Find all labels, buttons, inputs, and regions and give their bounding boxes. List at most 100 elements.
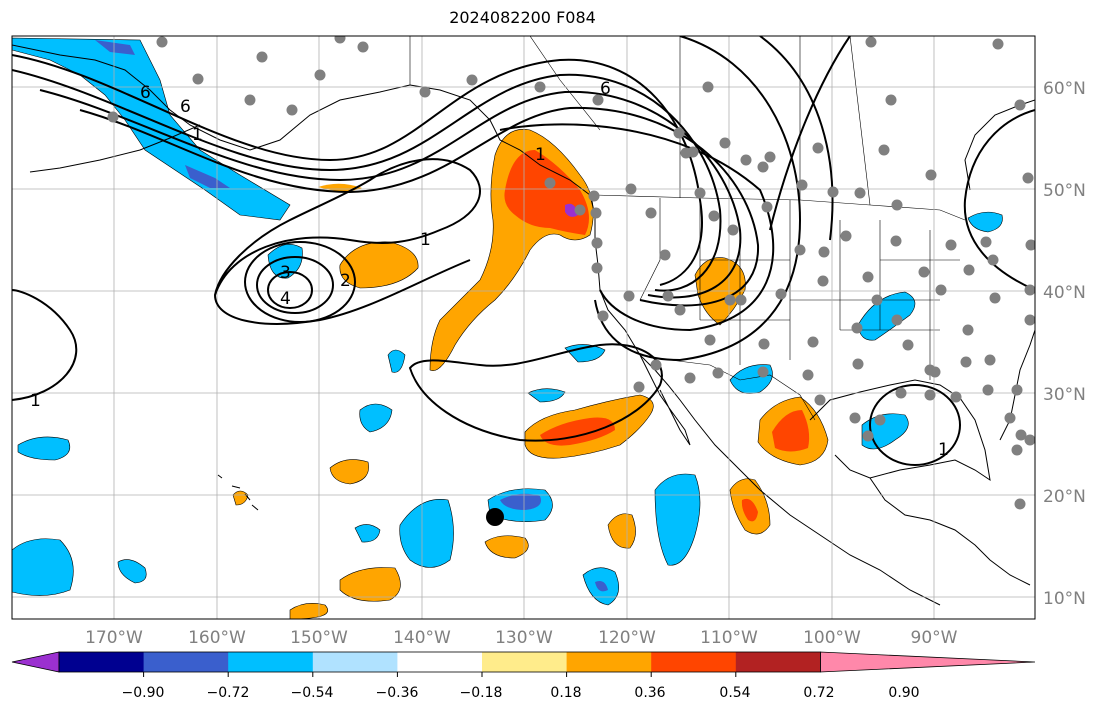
station-dot <box>1022 172 1034 184</box>
orange-anomaly-small-5 <box>289 603 328 619</box>
purple-core-west-coast <box>565 203 578 217</box>
station-dot <box>623 290 635 302</box>
blue-anomaly-sw-of-low <box>267 243 303 279</box>
colorbar-tick-label: 0.72 <box>803 685 834 701</box>
lon-label: 120°W <box>598 628 656 648</box>
colorbar-segment <box>735 652 821 672</box>
station-dot <box>851 322 863 334</box>
lon-label: 130°W <box>495 628 553 648</box>
contour-label: 6 <box>180 97 191 117</box>
blue-anomaly-plains <box>857 291 916 341</box>
station-dot <box>992 38 1004 50</box>
contour-label: 6 <box>600 79 611 99</box>
station-dot <box>534 81 546 93</box>
contour-jet-7 <box>759 36 834 241</box>
station-dot <box>704 334 716 346</box>
contour-gulf-1 <box>869 384 961 466</box>
station-dot <box>156 36 168 48</box>
blue-anomaly-tropics-4 <box>17 436 71 461</box>
station-dot <box>960 356 972 368</box>
contour-label: 3 <box>280 263 291 283</box>
colorbar-tick-label: −0.54 <box>291 685 334 701</box>
contour-low-inner <box>267 271 313 309</box>
colorbar-segment <box>566 652 652 672</box>
station-dot <box>694 187 706 199</box>
station-dot <box>796 179 808 191</box>
colorbar-tick-label: −0.18 <box>460 685 503 701</box>
station-dot <box>662 290 674 302</box>
station-dot <box>918 266 930 278</box>
lon-label: 90°W <box>911 628 958 648</box>
contour-west-1 <box>12 289 78 401</box>
colorbar <box>11 651 1036 677</box>
contour-low-outer <box>213 158 481 325</box>
station-dot <box>1011 384 1023 396</box>
blue-anomaly-greatlakes <box>967 211 1003 233</box>
red-anomaly-mexico <box>772 410 810 452</box>
colorbar-tick-label: 0.90 <box>888 685 919 701</box>
red-anomaly-south-mexico <box>741 498 758 522</box>
colorbar-segment <box>397 652 483 672</box>
contour-jet-2 <box>12 69 722 292</box>
station-dot <box>334 36 346 44</box>
contour-label: 1 <box>535 145 546 165</box>
coast-gulf <box>809 379 991 482</box>
station-dot <box>702 81 714 93</box>
station-dot <box>989 292 1001 304</box>
station-dot <box>708 210 720 222</box>
station-dot <box>673 127 685 139</box>
coast-central-america <box>869 477 1031 586</box>
blue-anomaly-tropics-1 <box>654 473 701 566</box>
orange-anomaly-small-2 <box>339 567 401 602</box>
station-dot <box>891 314 903 326</box>
station-dot <box>1011 444 1023 456</box>
station-dot <box>775 288 787 300</box>
station-dot <box>574 204 586 216</box>
station-dot <box>895 387 907 399</box>
station-dot <box>962 324 974 336</box>
blue-anomaly-tropics-2 <box>399 498 454 568</box>
station-dot <box>807 336 819 348</box>
lon-label: 100°W <box>803 628 861 648</box>
station-dot <box>814 394 826 406</box>
station-dot <box>1024 284 1035 296</box>
station-dot <box>865 36 877 48</box>
coast-baja <box>639 354 691 446</box>
coastlines <box>12 44 1035 606</box>
lon-label: 110°W <box>700 628 758 648</box>
station-dot <box>758 338 770 350</box>
map-title: 2024082200 F084 <box>449 8 596 27</box>
colorbar-outline <box>58 651 821 673</box>
station-dot <box>878 144 890 156</box>
station-dot <box>650 359 662 371</box>
station-dot <box>645 207 657 219</box>
contour-jet-4 <box>79 106 760 307</box>
blue-anomaly-aleutian-core-2 <box>95 40 135 55</box>
station-dot <box>357 41 369 53</box>
station-dot <box>854 187 866 199</box>
station-dot <box>712 367 724 379</box>
station-dot <box>982 384 994 396</box>
station-dot <box>924 364 936 376</box>
contour-label: 1 <box>938 440 949 460</box>
station-dot <box>244 94 256 106</box>
contour-jet-3 <box>39 89 742 299</box>
border-canada-provinces <box>529 36 871 206</box>
coast-west <box>409 84 941 606</box>
colorbar-tick-label: −0.72 <box>207 685 250 701</box>
station-dot <box>757 161 769 173</box>
station-dot <box>674 304 686 316</box>
storm-marker <box>486 508 504 526</box>
colorbar-tick-label: −0.36 <box>376 685 419 701</box>
station-dot <box>597 310 609 322</box>
lon-label: 150°W <box>290 628 348 648</box>
colorbar-segment <box>228 652 314 672</box>
station-dot <box>980 236 992 248</box>
blue-anomaly-small-3 <box>527 388 566 403</box>
station-dot <box>591 237 603 249</box>
station-dot <box>256 51 268 63</box>
blue-anomaly-small-6 <box>117 559 147 584</box>
orange-anomaly-small-4 <box>607 513 636 549</box>
borders <box>409 36 966 421</box>
